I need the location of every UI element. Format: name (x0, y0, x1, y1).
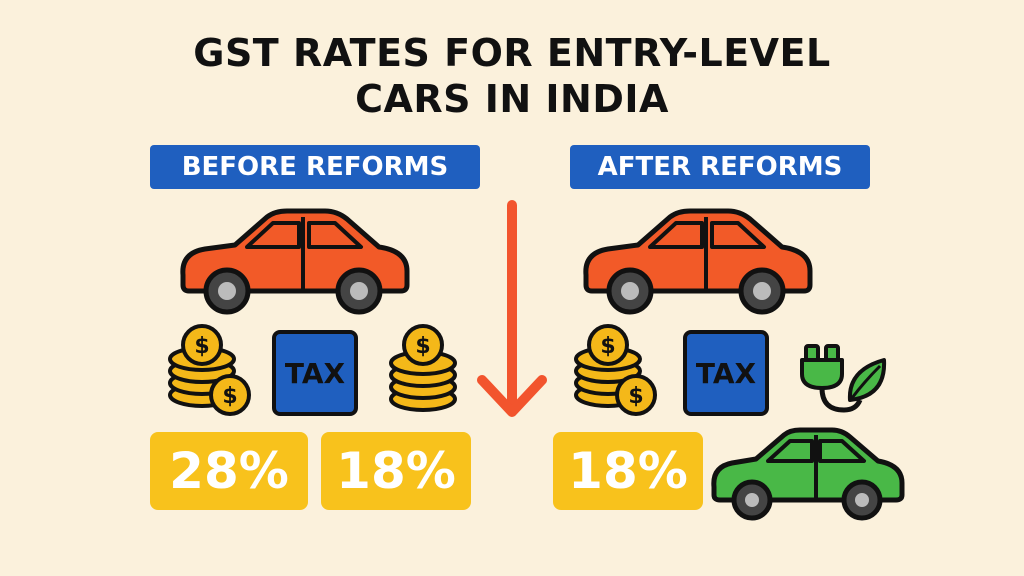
svg-text:$: $ (628, 384, 643, 409)
coin-stack-icon-after: $ $ (574, 324, 657, 416)
green-car-icon (711, 427, 905, 521)
svg-text:$: $ (415, 334, 430, 359)
page-title: GST RATES FOR ENTRY-LEVEL CARS IN INDIA (0, 30, 1024, 122)
svg-text:$: $ (222, 384, 237, 409)
arrow-down-icon (477, 200, 547, 417)
orange-car-icon-before (180, 208, 410, 315)
rate-badge-18-before: 18% (321, 432, 471, 510)
title-line-1: GST RATES FOR ENTRY-LEVEL (193, 31, 831, 75)
before-reforms-label: BEFORE REFORMS (150, 145, 480, 189)
ev-plug-leaf-icon (800, 344, 887, 413)
tax-box-after: TAX (683, 330, 769, 416)
after-reforms-label: AFTER REFORMS (570, 145, 870, 189)
rate-badge-18-after: 18% (553, 432, 703, 510)
coin-stack-icon-before-left: $ $ (168, 324, 251, 416)
svg-text:$: $ (194, 334, 209, 359)
rate-badge-28-before: 28% (150, 432, 308, 510)
coin-stack-icon-before-right: $ (389, 324, 457, 412)
title-line-2: CARS IN INDIA (355, 77, 669, 121)
svg-text:$: $ (600, 334, 615, 359)
tax-box-before: TAX (272, 330, 358, 416)
orange-car-icon-after (583, 208, 813, 315)
